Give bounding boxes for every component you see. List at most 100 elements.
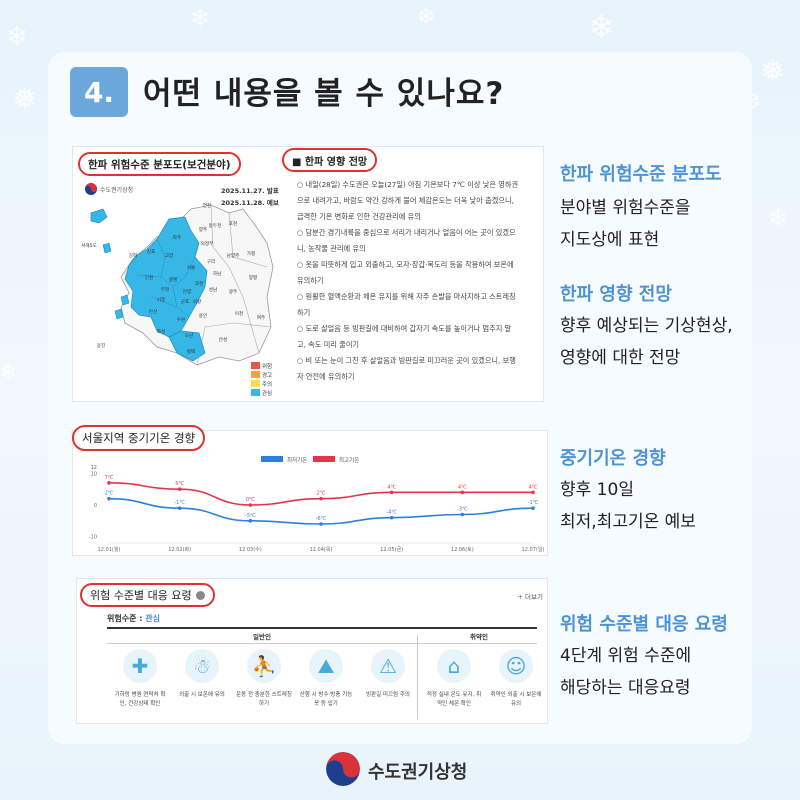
- svg-text:군포: 군포: [181, 299, 189, 305]
- data-point: [248, 503, 253, 507]
- svg-text:과천: 과천: [195, 280, 203, 287]
- response-title-pill: 위험 수준별 대응 요령: [80, 583, 215, 607]
- cold-person-icon: ☃: [185, 649, 219, 683]
- x-tick-label: 12.03(수): [239, 547, 262, 553]
- response-item: ⌂ 적정 실내 온도 유지, 취 약인 체온 확인: [425, 649, 483, 709]
- snowflake-icon: ❄: [190, 4, 211, 32]
- impact-title-pill: ■ 한파 영향 전망: [282, 148, 378, 172]
- agency-logo: 수도권기상청: [85, 183, 133, 195]
- response-item-text: 적정 실내 온도 유지, 취: [426, 692, 482, 698]
- svg-text:양주: 양주: [199, 226, 207, 233]
- response-item: ⚠ 빙판길 미끄럼 주의: [359, 649, 417, 709]
- legend-label: 최고기온: [339, 456, 359, 464]
- svg-text:평택: 평택: [187, 348, 195, 355]
- data-label: -5℃: [245, 513, 256, 519]
- svg-text:옹진: 옹진: [97, 342, 105, 349]
- svg-text:용인: 용인: [199, 312, 207, 319]
- legend-swatch-warning: [251, 371, 260, 378]
- taegeuk-logo-icon: [326, 752, 360, 786]
- group-vulnerable-header: 취약인: [470, 633, 488, 641]
- medical-kit-icon: ✚: [123, 649, 157, 683]
- heatwave-map-panel: 수도권기상청 2025.11.27. 발표 2025.11.28. 예보: [72, 146, 544, 402]
- data-label: 5℃: [175, 481, 184, 487]
- response-item-text: 운동 전 충분한 스트레칭: [236, 692, 292, 698]
- risk-map: 수도권기상청 2025.11.27. 발표 2025.11.28. 예보: [73, 147, 283, 403]
- svg-text:동두천: 동두천: [209, 222, 222, 229]
- svg-text:포천: 포천: [229, 220, 237, 227]
- response-item-text: [359, 700, 417, 709]
- svg-text:성남: 성남: [209, 286, 218, 293]
- svg-text:이천: 이천: [235, 310, 243, 317]
- side-desc-trend: 향후 10일 최저,최고기온 예보: [560, 480, 696, 532]
- svg-text:수원: 수원: [177, 316, 185, 323]
- svg-text:파주: 파주: [173, 234, 181, 241]
- svg-text:화성: 화성: [157, 328, 165, 335]
- footer-org-name: 수도권기상청: [368, 762, 468, 783]
- svg-text:의정부: 의정부: [201, 240, 214, 247]
- data-label: 0℃: [246, 497, 255, 503]
- data-point: [107, 481, 111, 485]
- svg-text:연천: 연천: [203, 202, 211, 209]
- data-point: [460, 490, 465, 495]
- legend-swatch-danger: [251, 362, 260, 369]
- side-title-map: 한파 위험수준 분포도: [560, 164, 722, 185]
- group-general-header: 일반인: [253, 633, 271, 641]
- response-item-text: 유의: [510, 701, 522, 707]
- data-label: 2℃: [105, 491, 114, 497]
- snowflake-icon: ❄: [0, 360, 17, 384]
- data-point: [389, 490, 394, 495]
- response-item-text: 취약인 외출 시 보온에: [490, 692, 542, 698]
- data-point: [531, 506, 535, 510]
- side-title-response: 위험 수준별 대응 요령: [560, 614, 728, 635]
- side-desc-map: 분야별 위험수준을 지도상에 표현: [560, 198, 691, 250]
- y-tick-label: 0: [94, 503, 97, 509]
- data-point: [107, 496, 111, 501]
- data-point: [319, 496, 323, 501]
- svg-text:부천: 부천: [161, 286, 169, 293]
- data-label: -3℃: [457, 507, 468, 513]
- response-item-text: 기하랑 병원 연락처 확: [114, 692, 166, 698]
- svg-text:고양: 고양: [165, 252, 174, 259]
- x-tick-label: 12.04(목): [310, 547, 333, 553]
- svg-text:서울: 서울: [187, 264, 195, 271]
- data-point: [177, 506, 182, 510]
- data-label: -1℃: [528, 500, 539, 506]
- snowflake-icon: ❄: [6, 22, 28, 52]
- svg-text:시흥: 시흥: [157, 296, 165, 303]
- svg-text:광주: 광주: [229, 288, 237, 295]
- svg-text:안산: 안산: [149, 308, 158, 315]
- svg-text:양평: 양평: [249, 274, 257, 281]
- response-item-text: 외출 시 보온에 유의: [179, 692, 225, 698]
- group-divider: [417, 635, 418, 719]
- data-point: [531, 490, 535, 495]
- legend-label: 최저기온: [287, 456, 307, 464]
- snowflake-icon: ❅: [12, 82, 38, 117]
- more-link[interactable]: + 더보기: [517, 593, 543, 601]
- map-legend: 위험 경고 주의 관심: [251, 361, 272, 397]
- taegeuk-logo-icon: [85, 183, 97, 195]
- svg-text:가평: 가평: [247, 250, 255, 257]
- legend-swatch-interest: [251, 389, 260, 396]
- svg-text:오산: 오산: [185, 332, 194, 339]
- map-dates: 2025.11.27. 발표 2025.11.28. 예보: [221, 187, 279, 207]
- data-point: [248, 519, 253, 523]
- help-icon[interactable]: [195, 590, 205, 600]
- map-title-pill: 한파 위험수준 분포도(보건분야): [78, 152, 241, 176]
- svg-text:안성: 안성: [219, 336, 227, 343]
- response-item: ✚ 기하랑 병원 연락처 확 인, 건강상태 확인: [111, 649, 169, 709]
- dressed-person-icon: ☺: [499, 649, 533, 683]
- side-desc-impact: 향후 예상되는 기상현상, 영향에 대한 전망: [560, 316, 733, 368]
- data-point: [389, 515, 394, 520]
- response-item-text: 빙판길 미끄럼 주의: [366, 692, 410, 698]
- slippery-road-icon: ⚠: [371, 649, 405, 683]
- side-desc-response: 4단계 위험 수준에 해당하는 대응요령: [560, 646, 692, 698]
- svg-text:남양주: 남양주: [227, 252, 240, 259]
- response-item: ⛰ 산행 시 방수·방풍 기능 옷 등 입기: [297, 649, 355, 709]
- side-title-trend: 중기기온 경향: [560, 448, 666, 469]
- svg-text:의왕: 의왕: [193, 298, 202, 305]
- response-item-text: 하기: [258, 701, 270, 707]
- chart-title-pill: 서울지역 중기기온 경향: [72, 425, 206, 451]
- svg-text:김포: 김포: [147, 248, 155, 255]
- svg-text:강화: 강화: [129, 252, 138, 259]
